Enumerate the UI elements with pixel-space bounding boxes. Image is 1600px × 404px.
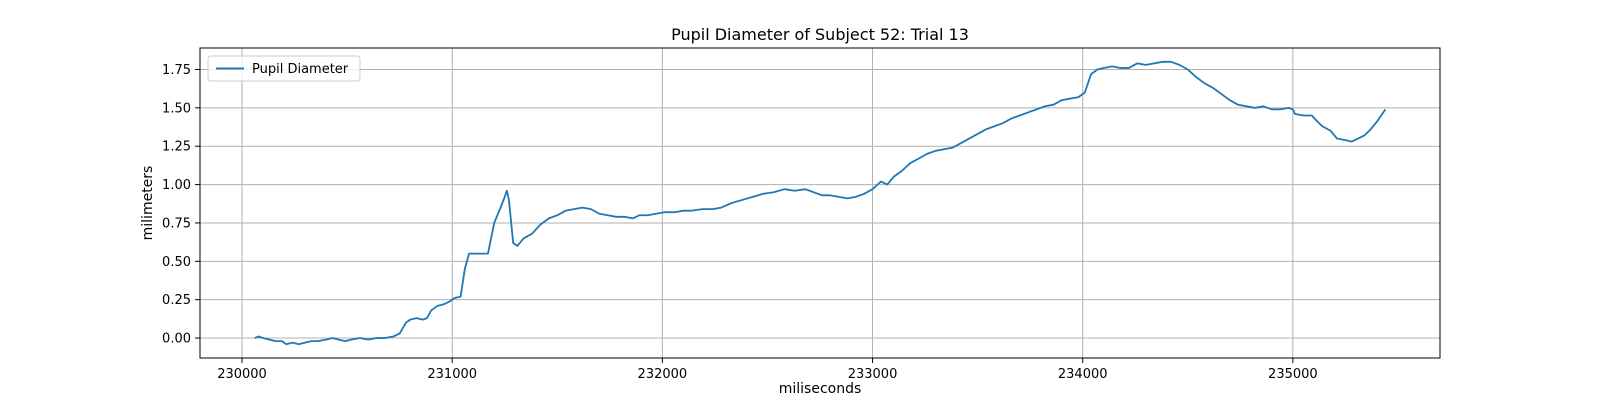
y-tick-label: 1.75 [162, 63, 191, 78]
y-axis-ticks: 0.00 0.25 0.50 0.75 1.00 1.25 1.50 1.75 [162, 63, 200, 347]
y-axis-label: milimeters [140, 166, 156, 241]
legend: Pupil Diameter [207, 55, 361, 82]
chart-title: Pupil Diameter of Subject 52: Trial 13 [671, 25, 969, 44]
y-tick-label: 0.75 [162, 216, 191, 231]
legend-label-pupil-diameter: Pupil Diameter [252, 62, 349, 77]
x-axis-label: miliseconds [779, 381, 862, 397]
series-line-pupil-diameter [254, 60, 1387, 346]
grid-lines [200, 48, 1440, 358]
x-axis-ticks: 230000 231000 232000 233000 234000 235000 [217, 358, 1318, 382]
plot-frame [199, 47, 1441, 359]
y-tick-label: 1.25 [162, 140, 191, 155]
series-layer [254, 60, 1387, 346]
y-tick-label: 0.50 [162, 255, 191, 270]
x-tick-label: 234000 [1058, 367, 1108, 382]
x-tick-label: 232000 [638, 367, 688, 382]
y-tick-label: 1.50 [162, 101, 191, 116]
y-tick-label: 0.00 [162, 332, 191, 347]
x-tick-label: 230000 [217, 367, 267, 382]
x-tick-label: 235000 [1268, 367, 1318, 382]
y-tick-label: 0.25 [162, 293, 191, 308]
x-tick-label: 233000 [848, 367, 898, 382]
x-tick-label: 231000 [427, 367, 477, 382]
y-tick-label: 1.00 [162, 178, 191, 193]
legend-box [207, 55, 361, 82]
